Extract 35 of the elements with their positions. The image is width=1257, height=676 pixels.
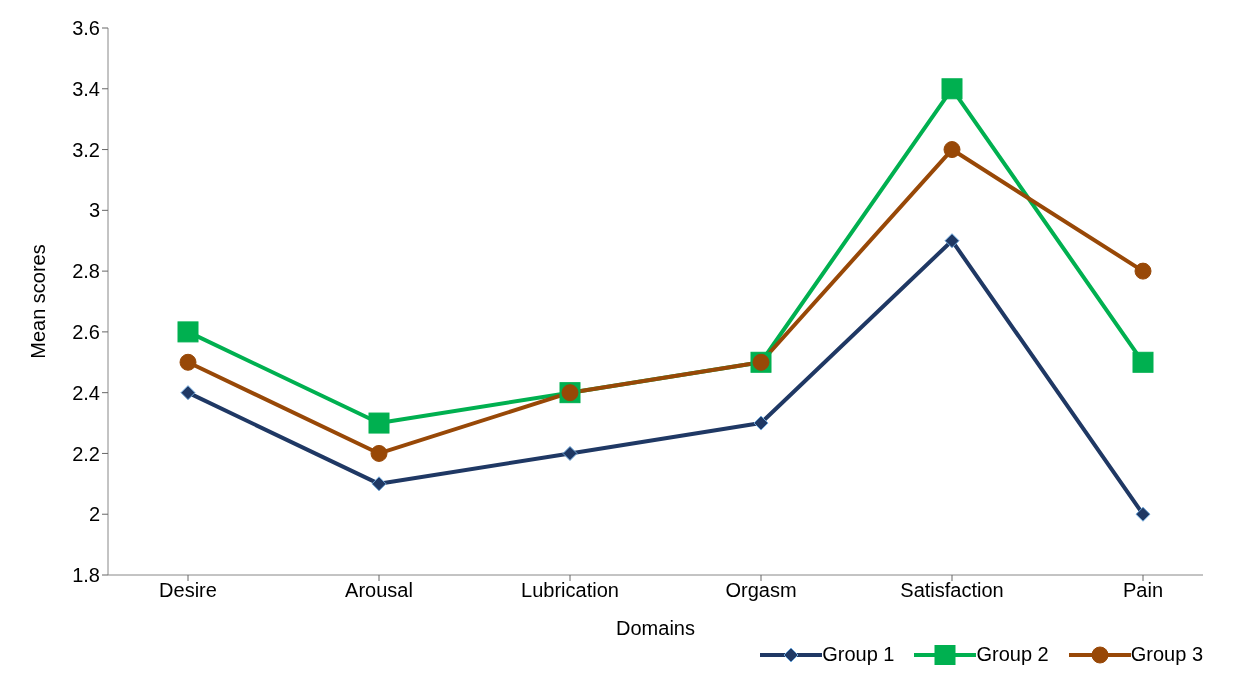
point xyxy=(370,444,388,462)
legend-label: Group 3 xyxy=(1130,643,1203,666)
point xyxy=(179,353,197,371)
point xyxy=(368,412,390,434)
x-tick-label: Arousal xyxy=(345,579,413,602)
x-tick-label: Satisfaction xyxy=(900,579,1004,602)
y-tick-label: 3.6 xyxy=(72,17,100,40)
y-tick-label: 2 xyxy=(88,503,100,526)
x-tick-label: Lubrication xyxy=(521,579,619,602)
x-tick-label: Pain xyxy=(1122,579,1164,602)
point xyxy=(943,141,961,159)
point xyxy=(1134,262,1152,280)
x-tick-label: Desire xyxy=(159,579,217,602)
point xyxy=(753,415,769,431)
y-tick-label: 3.2 xyxy=(72,138,100,161)
point xyxy=(180,385,196,401)
point xyxy=(944,233,960,249)
point xyxy=(1132,351,1154,373)
point xyxy=(562,445,578,461)
legend-label: Group 2 xyxy=(976,643,1049,666)
point xyxy=(371,476,387,492)
y-tick-label: 2.8 xyxy=(72,260,100,283)
point xyxy=(177,321,199,343)
legend-label: Group 1 xyxy=(822,643,895,666)
y-tick-label: 2.6 xyxy=(72,320,100,343)
y-tick-label: 3.4 xyxy=(72,77,100,100)
y-tick-label: 1.8 xyxy=(72,564,100,587)
y-tick-label: 3 xyxy=(88,199,100,222)
y-tick-label: 2.4 xyxy=(72,381,100,404)
point xyxy=(1135,506,1151,522)
x-axis-title: Domains xyxy=(616,617,695,639)
x-tick-label: Orgasm xyxy=(725,579,797,602)
y-tick-label: 2.2 xyxy=(72,442,100,465)
point xyxy=(941,78,963,100)
y-axis-title: Mean scores xyxy=(27,244,50,359)
